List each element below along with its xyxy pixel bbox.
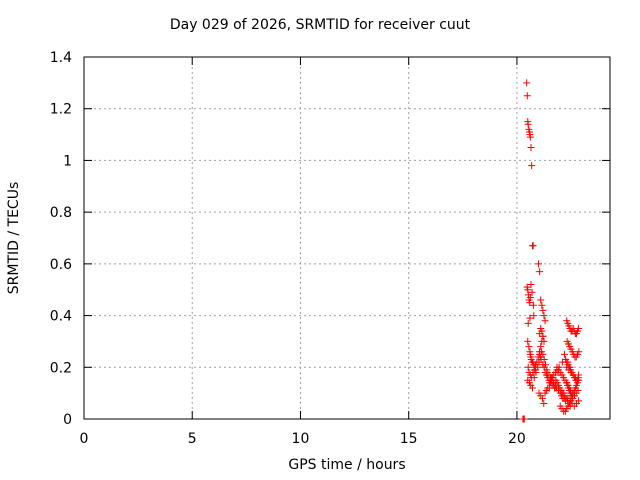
y-tick-label: 0.6 — [50, 257, 72, 273]
data-point — [529, 242, 537, 250]
data-point — [529, 301, 537, 309]
data-point — [541, 317, 549, 325]
data-point — [523, 79, 531, 87]
plot-frame — [83, 56, 611, 420]
data-point — [526, 293, 534, 301]
data-point — [524, 286, 532, 294]
data-point — [561, 350, 569, 358]
x-tick-label: 20 — [508, 431, 526, 447]
data-point — [520, 415, 528, 423]
y-tick-label: 1.2 — [50, 102, 72, 118]
y-tick-label: 1.4 — [50, 50, 72, 66]
data-point — [526, 299, 534, 307]
data-point — [536, 268, 544, 276]
data-point — [566, 363, 574, 371]
x-tick-label: 5 — [188, 431, 197, 447]
y-tick-label: 0.2 — [50, 360, 72, 376]
data-point — [527, 144, 535, 151]
data-point — [529, 384, 537, 392]
data-point — [534, 363, 542, 371]
data-point — [536, 350, 544, 358]
data-point — [526, 133, 534, 141]
data-point — [548, 374, 556, 382]
data-point — [538, 301, 546, 309]
data-point — [535, 260, 543, 268]
data-point — [527, 281, 535, 289]
data-point — [558, 358, 566, 366]
data-point — [532, 368, 540, 376]
data-point — [537, 356, 545, 364]
data-point — [554, 368, 562, 376]
data-point — [526, 314, 534, 322]
x-tick-label: 0 — [80, 431, 89, 447]
data-point — [530, 374, 538, 382]
y-tick-label: 1 — [63, 153, 72, 169]
data-point — [530, 312, 538, 320]
axis-ticks: 0 0.2 0.4 0.6 0.8 1 1.2 1.4 0 5 10 15 20 — [50, 50, 610, 447]
data-point — [528, 288, 536, 296]
y-axis-label: SRMTID / TECUs — [6, 181, 22, 295]
data-point — [545, 384, 553, 392]
data-point — [537, 343, 545, 351]
data-point — [539, 332, 547, 340]
data-point — [550, 379, 558, 387]
y-tick-label: 0.4 — [50, 309, 72, 325]
chart-title: Day 029 of 2026, SRMTID for receiver cuu… — [169, 17, 471, 33]
data-point — [538, 394, 546, 402]
data-points — [519, 79, 583, 423]
data-point — [540, 399, 548, 407]
data-point — [540, 337, 548, 345]
data-point — [524, 363, 532, 371]
data-point — [539, 306, 547, 314]
x-tick-label: 15 — [400, 431, 418, 447]
data-point — [575, 371, 583, 379]
x-axis-label: GPS time / hours — [288, 457, 406, 473]
data-point — [524, 337, 532, 345]
data-point — [540, 312, 548, 320]
data-point — [537, 296, 545, 304]
y-tick-label: 0 — [63, 412, 72, 428]
data-point — [525, 343, 533, 351]
data-point — [575, 397, 583, 405]
data-point — [523, 92, 531, 100]
data-point — [524, 319, 532, 327]
grid — [84, 57, 610, 419]
data-point — [575, 325, 583, 332]
data-point — [540, 363, 548, 371]
y-tick-label: 0.8 — [50, 205, 72, 221]
data-point — [575, 348, 583, 356]
data-point — [528, 162, 536, 170]
x-tick-label: 10 — [292, 431, 310, 447]
data-point — [524, 120, 532, 128]
data-point — [574, 376, 582, 384]
data-point — [555, 363, 563, 371]
